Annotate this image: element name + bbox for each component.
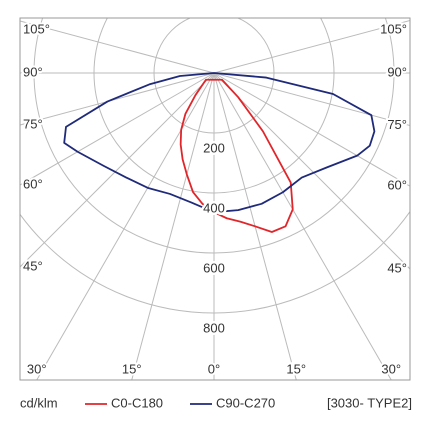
grid-spoke xyxy=(213,72,410,270)
grid-spoke xyxy=(20,20,215,74)
grid-spoke xyxy=(20,72,215,186)
angle-label: 45° xyxy=(387,260,407,275)
grid-spoke xyxy=(213,72,410,187)
angle-label: 90° xyxy=(387,64,407,79)
grid xyxy=(20,18,410,380)
legend-label: C0-C180 xyxy=(111,395,163,410)
frame xyxy=(19,17,411,381)
angle-label: 30° xyxy=(27,361,47,376)
legend: C0-C180 C90-C270 xyxy=(85,395,275,410)
angle-label: 75° xyxy=(23,116,43,131)
r-tick-label: 800 xyxy=(203,320,225,335)
r-tick-label: 600 xyxy=(203,260,225,275)
r-tick-label: 200 xyxy=(203,140,225,155)
angle-label: 75° xyxy=(387,117,407,132)
curve xyxy=(63,72,376,214)
curve xyxy=(179,78,294,233)
grid-spoke xyxy=(213,72,410,127)
r-tick-label: 400 xyxy=(203,200,225,215)
angle-label: 105° xyxy=(23,21,50,36)
angle-label: 105° xyxy=(380,21,407,36)
angle-label: 30° xyxy=(381,361,401,376)
angle-label: 45° xyxy=(23,258,43,273)
angle-label: 15° xyxy=(122,361,142,376)
angle-label: 0° xyxy=(208,361,220,376)
grid-spoke xyxy=(20,72,215,268)
angle-label: 90° xyxy=(23,64,43,79)
angle-label: 60° xyxy=(23,176,43,191)
grid-spoke xyxy=(20,72,215,126)
labels: 0° 15° 15° 30° 30° 45° 45° 60° 60° 75° 75° 90° 90° 10… xyxy=(21,19,409,378)
grid-spoke xyxy=(213,72,392,380)
curves xyxy=(63,72,376,233)
note: [3030- TYPE2] xyxy=(327,395,412,410)
legend-label: C90-C270 xyxy=(216,395,275,410)
unit-label: cd/klm xyxy=(20,395,58,410)
grid-spoke xyxy=(131,72,215,380)
grid-spoke xyxy=(213,19,410,74)
angle-label: 15° xyxy=(286,361,306,376)
grid-spoke xyxy=(36,72,215,380)
angle-label: 60° xyxy=(387,178,407,193)
